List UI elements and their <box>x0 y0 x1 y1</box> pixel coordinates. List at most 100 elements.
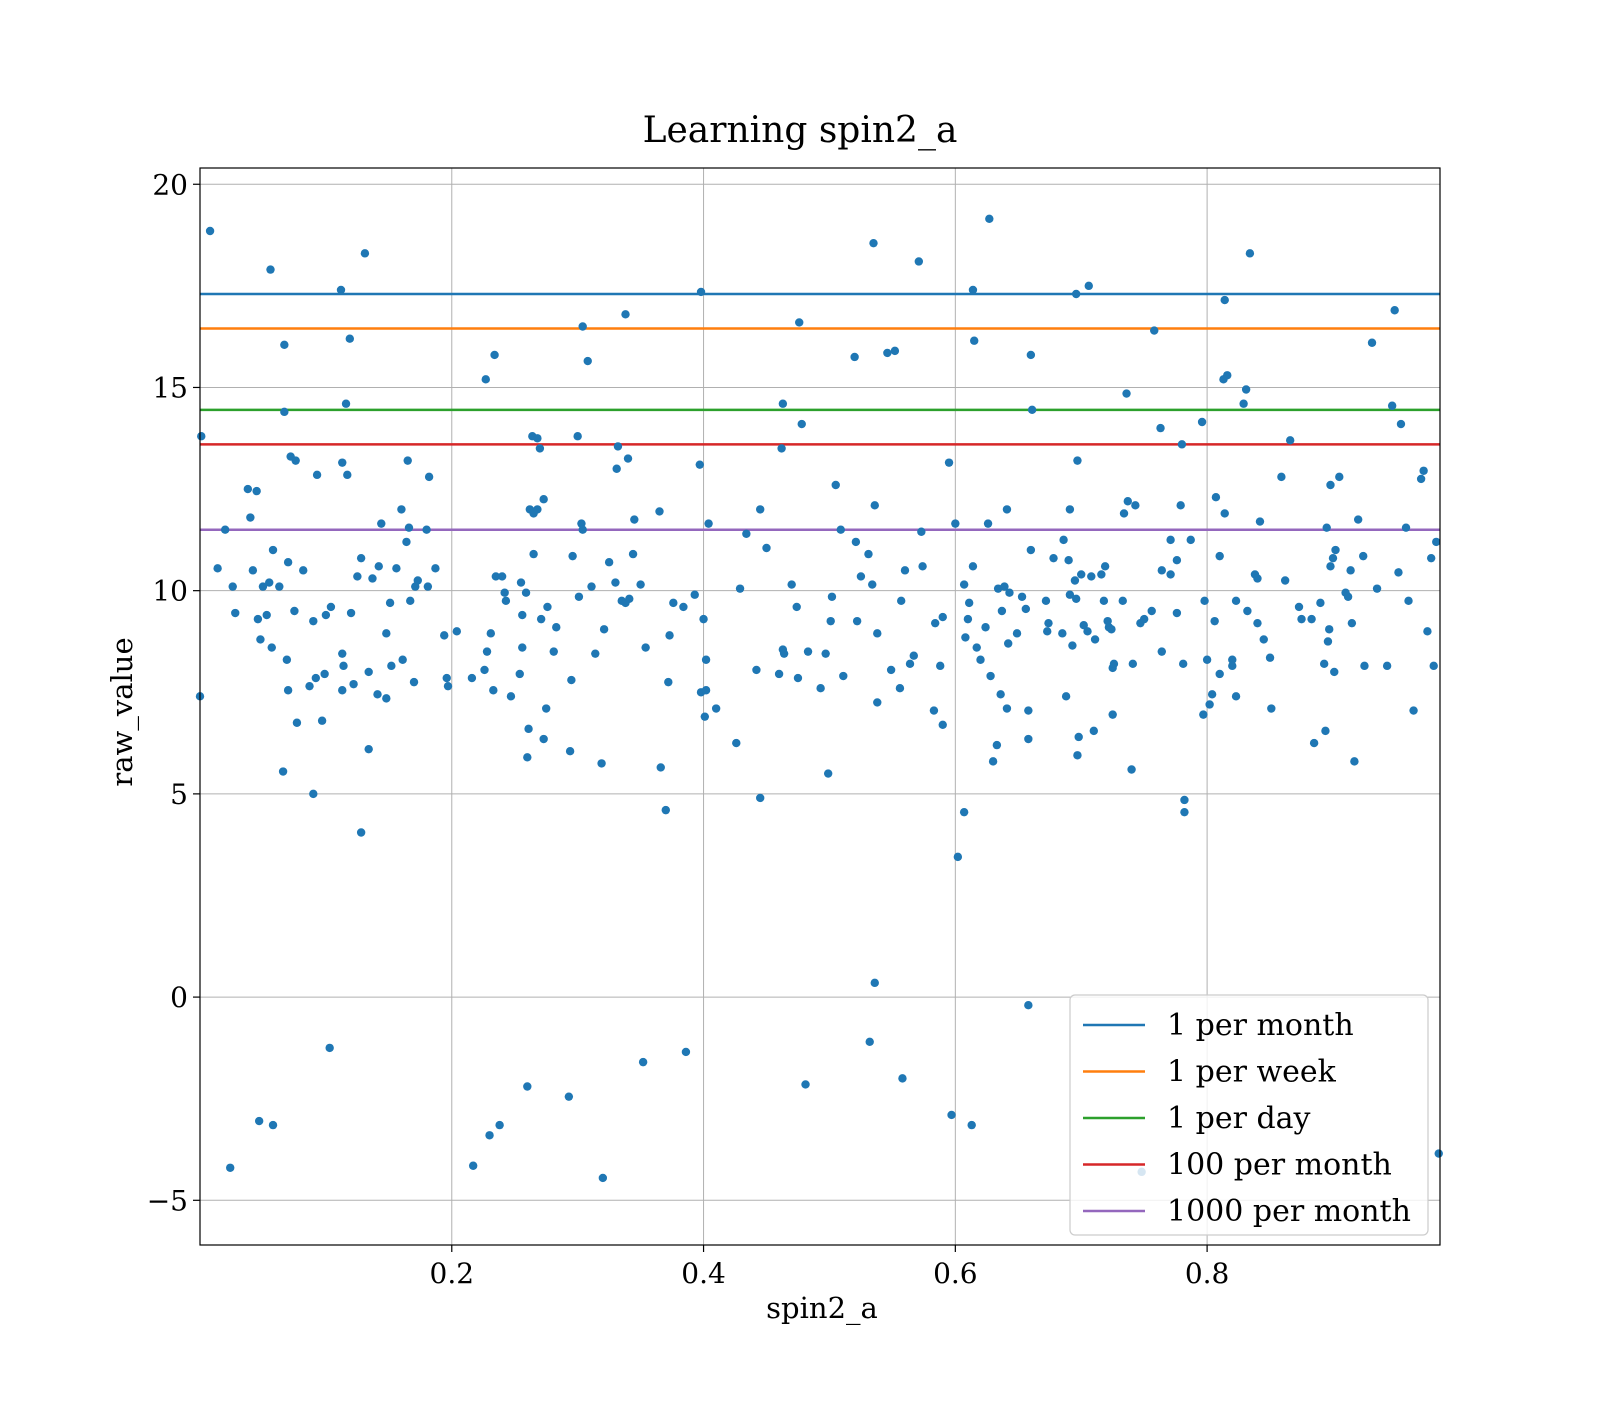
data-point <box>997 606 1007 616</box>
data-point <box>265 578 274 587</box>
data-point <box>309 616 318 626</box>
data-point <box>1065 590 1075 599</box>
data-point <box>290 606 299 616</box>
data-point <box>523 753 532 762</box>
data-point <box>936 661 945 671</box>
x-axis-title: spin2_a <box>766 1291 878 1326</box>
data-point <box>423 582 433 591</box>
data-point <box>1245 249 1255 258</box>
data-point <box>1353 515 1363 524</box>
data-point <box>1064 555 1073 565</box>
data-point <box>500 588 509 597</box>
data-point <box>1294 602 1304 612</box>
data-point <box>641 643 650 652</box>
data-point <box>253 614 263 624</box>
data-point <box>497 572 507 581</box>
data-point <box>1079 621 1088 630</box>
data-point <box>1215 551 1224 561</box>
y-tick-label: 10 <box>152 575 188 608</box>
data-point <box>1347 618 1357 628</box>
axis-ticks: 0.2 0.4 0.6 0.8 −5 0 5 10 15 20 <box>147 168 1230 1290</box>
data-point <box>246 513 255 522</box>
data-point <box>905 659 915 669</box>
data-point <box>1097 570 1106 579</box>
data-point <box>1026 350 1036 360</box>
data-point <box>630 515 639 524</box>
data-point <box>1049 553 1058 563</box>
data-point <box>827 592 837 601</box>
data-point <box>964 598 974 608</box>
data-point <box>490 350 499 360</box>
legend-label: 1 per day <box>1167 1101 1311 1136</box>
data-point <box>963 614 973 624</box>
data-point <box>481 375 490 384</box>
data-point <box>1107 625 1116 634</box>
data-point <box>283 558 293 567</box>
data-point <box>690 590 699 599</box>
data-point <box>392 564 401 573</box>
data-point <box>613 442 623 451</box>
data-point <box>197 432 206 441</box>
data-point <box>1139 614 1149 624</box>
data-point <box>1382 661 1392 671</box>
data-point <box>539 734 548 744</box>
data-point <box>482 647 492 656</box>
data-point <box>656 763 665 772</box>
legend-label: 1 per month <box>1167 1008 1354 1043</box>
data-point <box>778 399 788 408</box>
data-point <box>898 1074 907 1083</box>
data-point <box>1325 625 1334 634</box>
data-points <box>195 214 1443 1183</box>
data-point <box>795 318 804 327</box>
data-point <box>338 686 347 695</box>
y-tick-label: 0 <box>170 981 188 1014</box>
data-point <box>944 458 954 467</box>
data-point <box>291 456 300 465</box>
data-point <box>1346 566 1355 575</box>
data-point <box>1061 692 1071 701</box>
data-point <box>797 419 806 429</box>
data-point <box>278 767 288 776</box>
data-point <box>983 519 993 528</box>
data-point <box>992 740 1002 750</box>
data-point <box>704 519 713 528</box>
data-point <box>598 1173 608 1183</box>
data-point <box>485 1131 494 1140</box>
data-point <box>1071 594 1081 603</box>
data-point <box>226 1163 235 1172</box>
data-point <box>1128 659 1138 669</box>
data-point <box>1070 576 1080 585</box>
data-point <box>1432 537 1441 547</box>
data-point <box>1253 618 1262 628</box>
data-point <box>701 655 711 664</box>
data-point <box>1328 553 1338 563</box>
data-point <box>1122 389 1131 398</box>
data-point <box>735 584 745 593</box>
data-point <box>1059 535 1068 545</box>
data-point <box>1426 553 1436 563</box>
data-point <box>1090 635 1100 644</box>
data-point <box>1404 596 1413 606</box>
data-point <box>1197 417 1207 427</box>
data-point <box>968 562 978 571</box>
data-point <box>1058 629 1067 638</box>
data-point <box>326 602 336 612</box>
data-point <box>953 852 963 862</box>
data-point <box>1207 690 1217 699</box>
data-point <box>220 525 230 534</box>
data-point <box>1423 627 1432 636</box>
data-point <box>338 458 347 467</box>
data-point <box>467 673 477 683</box>
data-point <box>282 655 292 664</box>
data-point <box>1228 661 1237 671</box>
data-point <box>1215 669 1224 679</box>
data-point <box>356 828 366 837</box>
data-point <box>533 434 542 443</box>
data-point <box>852 616 862 626</box>
data-point <box>985 214 994 224</box>
data-point <box>549 647 558 656</box>
data-point <box>228 582 237 591</box>
data-point <box>516 578 526 587</box>
data-point <box>382 694 391 703</box>
data-point <box>397 505 406 514</box>
